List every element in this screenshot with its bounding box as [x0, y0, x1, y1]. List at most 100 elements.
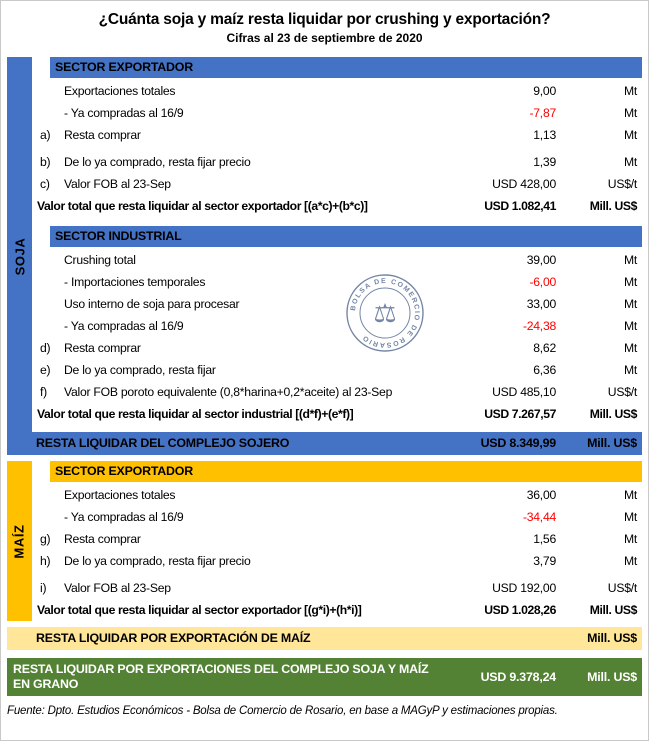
row-unit: Mt: [623, 84, 637, 98]
row-value: 33,00: [526, 297, 557, 311]
row-unit: US$/t: [607, 581, 637, 595]
maiz-side-bar: MAÍZ: [7, 461, 32, 621]
grand-total-band: RESTA LIQUIDAR POR EXPORTACIONES DEL COM…: [7, 658, 642, 696]
row-unit: Mt: [623, 532, 637, 546]
row-value: 3,79: [533, 554, 556, 568]
table-row: - Ya compradas al 16/9 -34,44 Mt: [36, 506, 642, 528]
row-letter: i): [40, 581, 47, 595]
table-row: g) Resta comprar 1,56 Mt: [36, 528, 642, 550]
table-row: Crushing total 39,00 Mt: [36, 249, 642, 271]
maiz-total-band: RESTA LIQUIDAR POR EXPORTACIÓN DE MAÍZ M…: [7, 627, 642, 650]
table-row: d) Resta comprar 8,62 Mt: [36, 337, 642, 359]
row-unit: US$/t: [607, 385, 637, 399]
table-row: Valor total que resta liquidar al sector…: [36, 403, 642, 425]
table-row: i) Valor FOB al 23-Sep USD 192,00 US$/t: [36, 577, 642, 599]
table-row: h) De lo ya comprado, resta fijar precio 3…: [36, 550, 642, 572]
row-unit: US$/t: [607, 177, 637, 191]
maiz-section: MAÍZ SECTOR EXPORTADOR Exportaciones tota…: [7, 461, 642, 650]
row-label: Resta comprar: [64, 128, 141, 142]
page-title: ¿Cuánta soja y maíz resta liquidar por c…: [98, 11, 551, 28]
row-label: Resta comprar: [64, 532, 141, 546]
row-value: -34,44: [522, 510, 556, 524]
page-subtitle: Cifras al 23 de septiembre de 2020: [226, 31, 423, 45]
row-letter: [36, 506, 64, 528]
row-unit: Mt: [623, 297, 637, 311]
row-unit: Mt: [623, 488, 637, 502]
maiz-total-unit: Mill. US$: [587, 631, 637, 645]
row-letter: [36, 315, 64, 337]
row-unit: Mt: [623, 155, 637, 169]
row-value: USD 428,00: [492, 177, 556, 191]
row-letter: [36, 249, 64, 271]
row-value: 1,39: [533, 155, 556, 169]
row-value: 8,62: [533, 341, 556, 355]
row-letter: g): [40, 532, 51, 546]
row-letter: f): [40, 385, 47, 399]
row-label: Resta comprar: [64, 341, 141, 355]
row-unit: Mill. US$: [589, 407, 638, 421]
row-letter: [36, 293, 64, 315]
table-row: Exportaciones totales 36,00 Mt: [36, 484, 642, 506]
table-row: - Ya compradas al 16/9 -7,87 Mt: [36, 102, 642, 124]
row-label: Valor FOB poroto equivalente (0,8*harina…: [64, 385, 393, 399]
row-value: USD 192,00: [492, 581, 556, 595]
soja-total-unit: Mill. US$: [587, 436, 637, 450]
table-row: Valor total que resta liquidar al sector…: [36, 195, 642, 217]
row-label: De lo ya comprado, resta fijar precio: [64, 155, 251, 169]
row-label: Exportaciones totales: [64, 84, 176, 98]
maiz-rows: SECTOR EXPORTADOR Exportaciones totales 36…: [36, 461, 642, 621]
row-label: Valor total que resta liquidar al sector…: [37, 603, 362, 617]
soja-side-bar: SOJA: [7, 57, 32, 455]
row-letter: h): [40, 554, 51, 568]
section-header: SECTOR INDUSTRIAL: [50, 226, 642, 247]
row-label: Valor FOB al 23-Sep: [64, 581, 171, 595]
row-value: 1,56: [533, 532, 556, 546]
table-row: c) Valor FOB al 23-Sep USD 428,00 US$/t: [36, 173, 642, 195]
table-row: Valor total que resta liquidar al sector…: [36, 599, 642, 621]
row-value: 6,36: [533, 363, 556, 377]
table-row: - Importaciones temporales -6,00 Mt: [36, 271, 642, 293]
row-value: -6,00: [529, 275, 556, 289]
maiz-total-label: RESTA LIQUIDAR POR EXPORTACIÓN DE MAÍZ: [36, 631, 311, 645]
table-row: a) Resta comprar 1,13 Mt: [36, 124, 642, 146]
row-value: USD 7.267,57: [484, 407, 556, 421]
row-letter: [36, 102, 64, 124]
row-unit: Mt: [623, 341, 637, 355]
row-letter: e): [40, 363, 51, 377]
row-value: -7,87: [529, 106, 556, 120]
row-value: USD 1.028,26: [484, 603, 556, 617]
row-label: Crushing total: [64, 253, 136, 267]
grand-total-value: USD 9.378,24: [480, 670, 557, 684]
row-letter: [36, 80, 64, 102]
soja-total-label: RESTA LIQUIDAR DEL COMPLEJO SOJERO: [36, 436, 290, 450]
section-header: SECTOR EXPORTADOR: [50, 461, 642, 482]
maiz-side-label: MAÍZ: [12, 523, 28, 559]
table-row: e) De lo ya comprado, resta fijar 6,36 Mt: [36, 359, 642, 381]
table-row: f) Valor FOB poroto equivalente (0,8*hari…: [36, 381, 642, 403]
row-unit: Mt: [623, 106, 637, 120]
soja-side-label: SOJA: [12, 237, 27, 275]
row-value: USD 485,10: [492, 385, 556, 399]
soja-total-value: USD 8.349,99: [480, 436, 557, 450]
table-row: b) De lo ya comprado, resta fijar precio 1…: [36, 151, 642, 173]
row-label: - Importaciones temporales: [64, 275, 206, 289]
row-letter: b): [40, 155, 51, 169]
row-label: Valor total que resta liquidar al sector…: [37, 199, 368, 213]
row-unit: Mt: [623, 253, 637, 267]
row-value: USD 1.082,41: [484, 199, 556, 213]
row-unit: Mt: [623, 275, 637, 289]
row-unit: Mt: [623, 510, 637, 524]
row-label: - Ya compradas al 16/9: [64, 510, 184, 524]
row-letter: [36, 484, 64, 506]
row-unit: Mt: [623, 319, 637, 333]
row-unit: Mt: [623, 128, 637, 142]
soja-total-band: RESTA LIQUIDAR DEL COMPLEJO SOJERO USD 8…: [7, 432, 642, 455]
row-letter: d): [40, 341, 51, 355]
row-label: Valor FOB al 23-Sep: [64, 177, 171, 191]
row-label: - Ya compradas al 16/9: [64, 319, 184, 333]
source-note: Fuente: Dpto. Estudios Económicos - Bols…: [7, 705, 558, 717]
row-value: 36,00: [526, 488, 557, 502]
grand-total-label: RESTA LIQUIDAR POR EXPORTACIONES DEL COM…: [13, 662, 429, 691]
row-unit: Mt: [623, 363, 637, 377]
